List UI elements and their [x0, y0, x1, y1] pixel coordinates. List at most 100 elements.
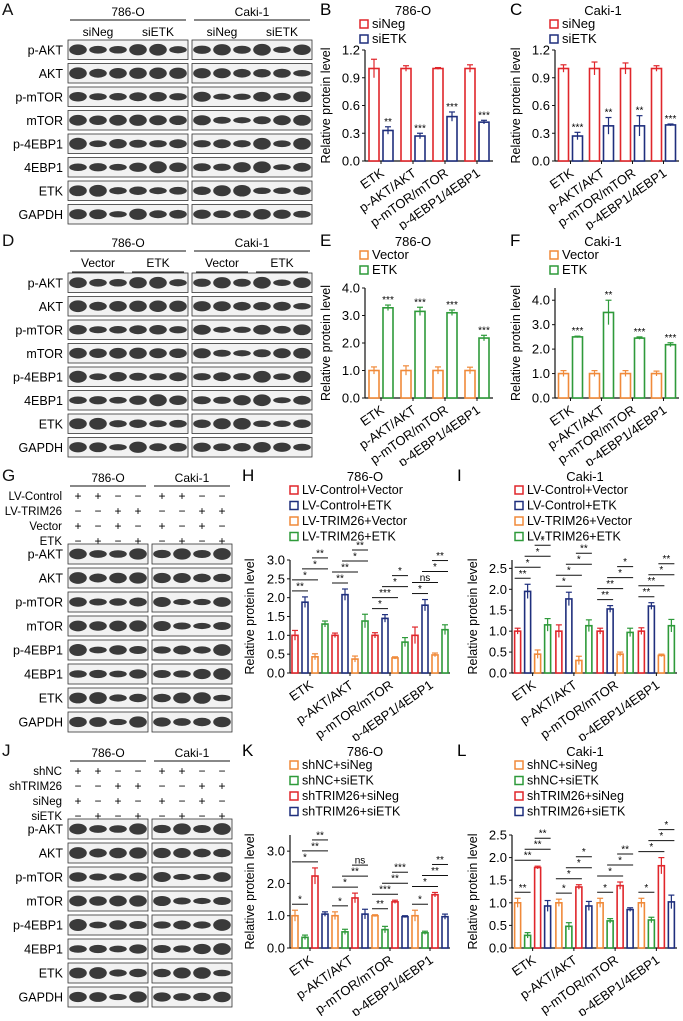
- panel-letter: B: [320, 0, 331, 19]
- bar: [650, 67, 663, 162]
- condition-sign: −: [158, 809, 165, 823]
- bar: [657, 864, 666, 949]
- bar: [400, 67, 412, 162]
- legend-swatch: [514, 775, 524, 786]
- legend-swatch: [514, 760, 524, 770]
- y-tick-label: 3.0: [532, 317, 550, 332]
- legend-swatch: [359, 265, 369, 275]
- condition-sign: +: [134, 809, 141, 823]
- legend-label: LV-TRIM26+Vector: [302, 514, 407, 528]
- significance-label: **: [647, 576, 655, 587]
- protein-label: ETK: [39, 184, 64, 198]
- significance-label: ***: [572, 122, 584, 133]
- bar: [341, 593, 349, 674]
- significance-label: *: [603, 883, 607, 894]
- bar: [391, 657, 399, 674]
- condition-sign: −: [94, 794, 101, 808]
- bar: [664, 343, 677, 399]
- legend-label: shTRIM26+siETK: [527, 805, 626, 819]
- condition-sign: −: [178, 519, 185, 533]
- group-label: siETK: [266, 25, 298, 39]
- significance-label: *: [393, 577, 397, 588]
- bar: [619, 372, 632, 399]
- bar: [381, 617, 389, 674]
- legend-swatch: [359, 19, 369, 29]
- significance-label: *: [582, 847, 586, 858]
- condition-sign: −: [158, 779, 165, 793]
- bar: [321, 913, 329, 949]
- legend-label: Vector: [562, 247, 600, 262]
- legend-label: siETK: [562, 31, 597, 46]
- cell-line-label: Caki-1: [175, 746, 210, 760]
- significance-label: **: [605, 290, 613, 301]
- group-label: siNeg: [83, 25, 114, 39]
- condition-sign: +: [158, 794, 165, 808]
- condition-sign: +: [218, 504, 225, 518]
- condition-sign: +: [158, 764, 165, 778]
- y-tick-label: 0.9: [342, 70, 360, 85]
- condition-label: ETK: [40, 536, 63, 548]
- significance-label: *: [378, 599, 382, 610]
- cell-line-label: Caki-1: [235, 236, 270, 250]
- bar: [633, 337, 646, 399]
- bar: [311, 875, 319, 949]
- condition-sign: −: [114, 534, 121, 548]
- western-blot-d: 786-O Caki-1 Vector ETK Vector ETK p-AKT AKT p-m…: [0, 231, 320, 468]
- y-tick-label: 1.2: [532, 43, 550, 58]
- legend-swatch: [549, 34, 559, 44]
- condition-sign: −: [178, 794, 185, 808]
- condition-sign: +: [74, 519, 81, 533]
- legend-label: siNeg: [562, 16, 595, 31]
- significance-label: **: [431, 866, 439, 877]
- condition-sign: −: [218, 489, 225, 503]
- bar: [513, 902, 522, 949]
- bar: [441, 628, 449, 674]
- bar: [616, 884, 624, 949]
- bar: [557, 372, 570, 399]
- y-axis-label: Relative protein level: [243, 558, 257, 674]
- bar: [647, 605, 656, 674]
- protein-label: 4EBP1: [24, 943, 63, 957]
- bar: [606, 608, 614, 674]
- legend-swatch: [359, 250, 369, 260]
- legend-swatch: [549, 250, 559, 260]
- y-tick-label: 2.0: [489, 582, 507, 597]
- y-axis-label: Relative protein level: [466, 558, 480, 674]
- y-axis-label: Relative protein level: [509, 47, 523, 163]
- group-label: Vector: [205, 256, 239, 270]
- significance-label: **: [391, 874, 399, 885]
- y-tick-label: 2.5: [489, 561, 507, 576]
- protein-label: p-AKT: [28, 276, 64, 290]
- bar: [464, 369, 476, 399]
- bar: [602, 311, 615, 399]
- significance-label: *: [338, 896, 342, 907]
- significance-label: **: [356, 541, 364, 552]
- bar-chart-k: K 786-O shNC+siNeg shNC+siETK shTRIM26+siNeg…: [240, 741, 455, 1021]
- significance-label: **: [296, 581, 304, 592]
- blot-svg: 786-O Caki-1 siNeg siETK siNeg siETK p-AKT AKT p…: [13, 5, 313, 225]
- condition-sign: +: [114, 794, 121, 808]
- significance-label: **: [601, 590, 609, 601]
- legend-swatch: [549, 265, 559, 275]
- bar: [291, 634, 299, 674]
- legend-label: LV-Control+Vector: [302, 483, 403, 497]
- y-tick-label: 4.0: [532, 293, 550, 308]
- bar: [431, 893, 439, 949]
- bar-chart-b: B 786-O siNeg siETK 0.0 0.3 0.6 0.9 1.2 Relative …: [318, 0, 498, 235]
- significance-label: **: [336, 574, 344, 585]
- protein-label: mTOR: [26, 895, 63, 909]
- condition-label: shNC: [33, 766, 62, 778]
- bar: [565, 598, 573, 674]
- condition-sign: −: [198, 764, 205, 778]
- bar: [555, 902, 563, 949]
- y-tick-label: 1.2: [342, 43, 360, 58]
- condition-label: LV-TRIM26: [5, 506, 62, 518]
- condition-sign: +: [218, 779, 225, 793]
- bar: [637, 902, 646, 949]
- bar: [382, 129, 394, 162]
- condition-sign: −: [114, 764, 121, 778]
- condition-sign: −: [94, 779, 101, 793]
- panel-letter: H: [242, 466, 254, 485]
